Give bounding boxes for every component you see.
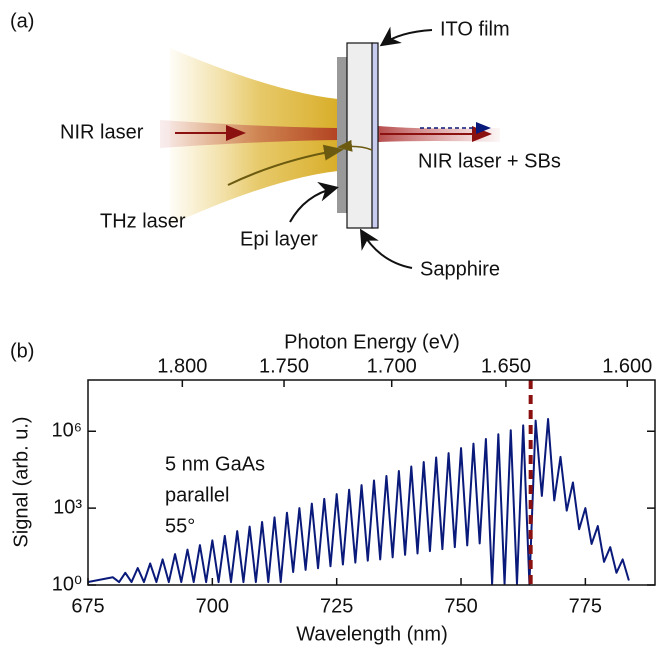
thz-reflect [337,139,373,152]
sapphire-pointer [359,228,413,269]
x2-tick-label: 1.750 [259,355,309,377]
panel-label: (b) [10,340,34,362]
ito-pointer [379,26,433,47]
annotation: 5 nm GaAs [165,453,265,475]
x2-tick-label: 1.700 [367,355,417,377]
label: THz laser [100,210,186,232]
label: NIR laser + SBs [418,150,561,172]
epi-layer [337,57,348,213]
nir-beam [160,120,348,148]
x-tick-label: 700 [196,595,229,617]
x-tick-label: 725 [320,595,353,617]
y-label: Signal (arb. u.) [10,416,32,547]
annotation: parallel [165,484,229,506]
x2-label: Photon Energy (eV) [284,331,460,353]
epi-pointer [289,181,339,223]
thz-arrow [227,144,344,186]
x-tick-label: 675 [71,595,104,617]
sapphire [346,42,374,229]
x2-tick-label: 1.600 [602,355,652,377]
panel-label: (a) [10,10,34,32]
spectrum-line [88,418,630,585]
x2-tick-label: 1.650 [481,355,531,377]
plot-frame [87,379,656,586]
y-tick-label: 10⁰ [52,573,82,595]
y-tick-label: 10⁶ [52,420,82,442]
label: Sapphire [420,258,500,280]
label: Epi layer [240,228,318,250]
y-tick-label: 10³ [53,496,82,518]
x2-tick-label: 1.800 [157,355,207,377]
x-tick-label: 750 [444,595,477,617]
label: ITO film [440,18,510,40]
label: NIR laser [60,121,144,143]
x-tick-label: 775 [569,595,602,617]
annotation: 55° [165,515,195,537]
ito-film [371,42,379,229]
x-label: Wavelength (nm) [296,623,448,645]
diagram: (a) ITO film NIR laser NIR laser + SBs T… [10,10,561,280]
